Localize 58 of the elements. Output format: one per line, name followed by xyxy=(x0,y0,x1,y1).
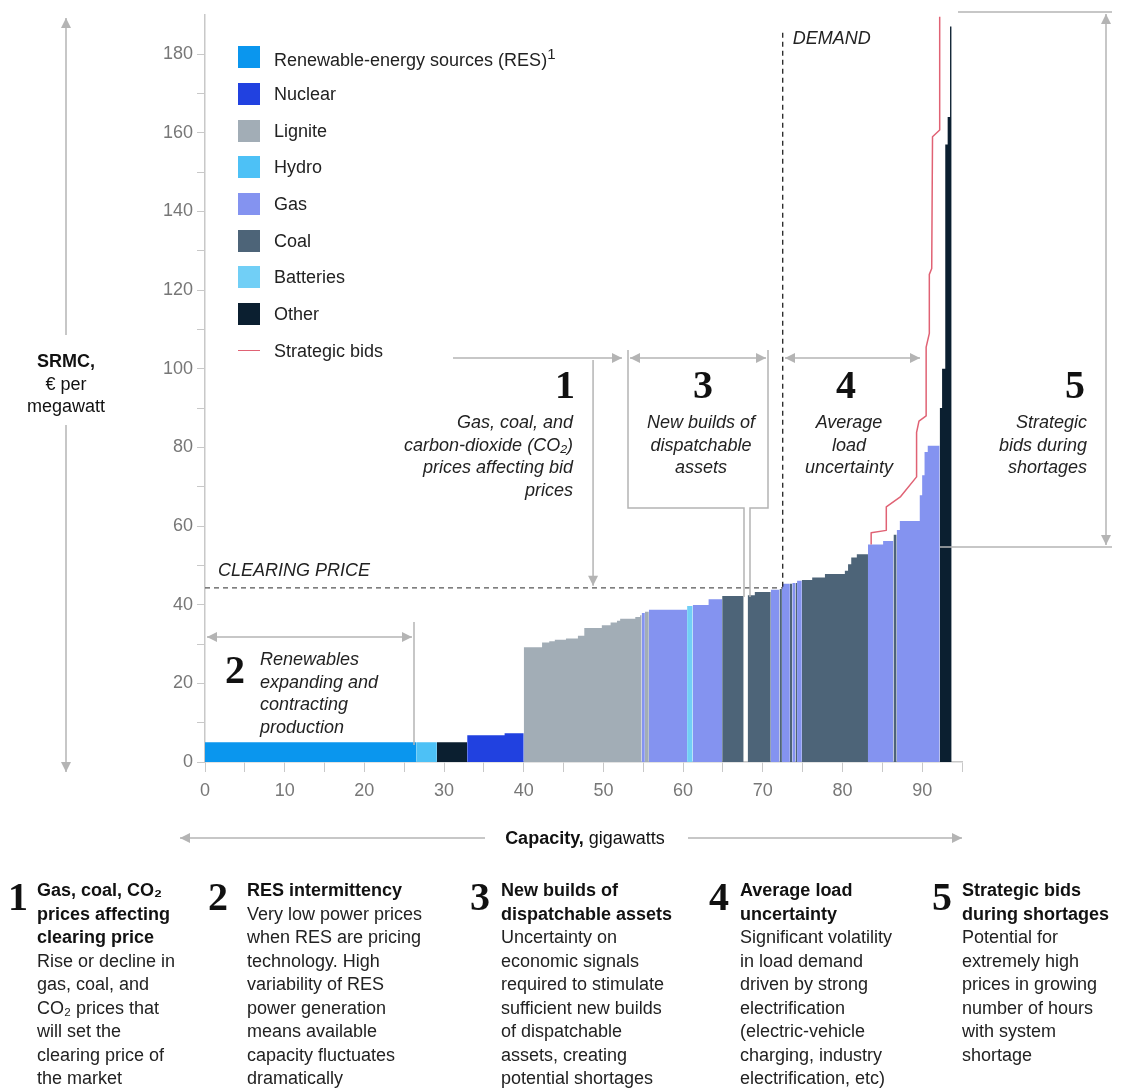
y-tick-label: 100 xyxy=(162,357,193,378)
annotation: 2 xyxy=(225,647,245,692)
y-tick-label: 140 xyxy=(162,200,193,221)
legend-label: Other xyxy=(274,302,320,325)
text: 3 xyxy=(470,874,490,919)
legend-label: Hydro xyxy=(274,156,323,179)
y-axis-title: SRMC, € per megawatt xyxy=(25,350,106,418)
x-tick-label: 90 xyxy=(912,779,933,800)
text: Uncertainty on economic signals required to stimulate sufficient new builds of dispatchable assets, creating potential shortages xyxy=(501,927,665,1088)
x-tick-label: 80 xyxy=(832,779,853,800)
y-tick-label: 40 xyxy=(172,593,193,614)
text: Strategic bids during shortages xyxy=(997,411,1087,479)
x-tick-label: 50 xyxy=(593,779,614,800)
annotation: Gas, coal, and carbon-dioxide (CO₂) prices affecting bid prices xyxy=(403,411,573,501)
text: 2 xyxy=(208,874,228,919)
text: Rise or decline in gas, coal, and CO₂ prices that will set the clearing price of the market xyxy=(37,950,176,1088)
annotation: Average load uncertainty xyxy=(803,411,895,479)
text: Average load uncertainty xyxy=(740,880,853,924)
x-tick-label: 30 xyxy=(434,779,455,800)
annotation: New builds of dispatchable assets xyxy=(645,411,758,479)
legend-label: Strategic bids xyxy=(274,339,384,362)
text: 4 xyxy=(709,874,729,919)
annotation: 4 xyxy=(836,362,856,407)
text: RES intermittency xyxy=(247,880,403,900)
x-tick-label: 10 xyxy=(274,779,295,800)
ref-line-label: CLEARING PRICE xyxy=(218,559,372,580)
text: Potential for extremely high prices in growing number of hours with system shortage xyxy=(962,927,1098,1065)
text: Strategic bids during shortages xyxy=(962,880,1110,924)
annotation: Renewables expanding and contracting production xyxy=(260,648,380,738)
legend-label: Renewable-energy sources (RES)$^{1}$ xyxy=(274,44,556,72)
text: Gas, coal, CO₂ prices affecting clearing price xyxy=(37,880,171,947)
text: Significant volatility in load demand driven by strong electrification (electric-vehicle charging, industry electrification, etc) xyxy=(740,927,893,1088)
text: 5 xyxy=(932,874,952,919)
x-tick-label: 20 xyxy=(354,779,375,800)
legend-label: Batteries xyxy=(274,266,346,289)
text: Very low power prices when RES are pricing technology. High variability of RES power generation means available capacity fluctuates dramatically xyxy=(247,903,423,1088)
y-tick-label: 0 xyxy=(182,750,193,771)
y-tick-label: 60 xyxy=(172,515,193,536)
annotation: 3 xyxy=(693,362,713,407)
y-tick-label: 180 xyxy=(162,43,193,64)
y-tick-label: 120 xyxy=(162,279,193,300)
text: 5 xyxy=(1065,362,1085,407)
legend-label: Coal xyxy=(274,229,312,252)
y-tick-label: 160 xyxy=(162,121,193,142)
annotation: 1 xyxy=(555,362,575,407)
legend-label: Nuclear xyxy=(274,82,337,105)
x-tick-label: 0 xyxy=(199,779,211,800)
x-tick-label: 40 xyxy=(513,779,534,800)
x-axis-title: Capacity, gigawatts xyxy=(504,827,666,850)
text: 1 xyxy=(8,874,28,919)
ref-line-label: DEMAND xyxy=(792,27,871,48)
text: New builds of dispatchable assets xyxy=(501,880,673,924)
y-tick-label: 20 xyxy=(172,672,193,693)
x-tick-label: 70 xyxy=(752,779,773,800)
x-tick-label: 60 xyxy=(673,779,694,800)
y-tick-label: 80 xyxy=(172,436,193,457)
legend-label: Gas xyxy=(274,192,308,215)
legend-label: Lignite xyxy=(274,119,328,142)
